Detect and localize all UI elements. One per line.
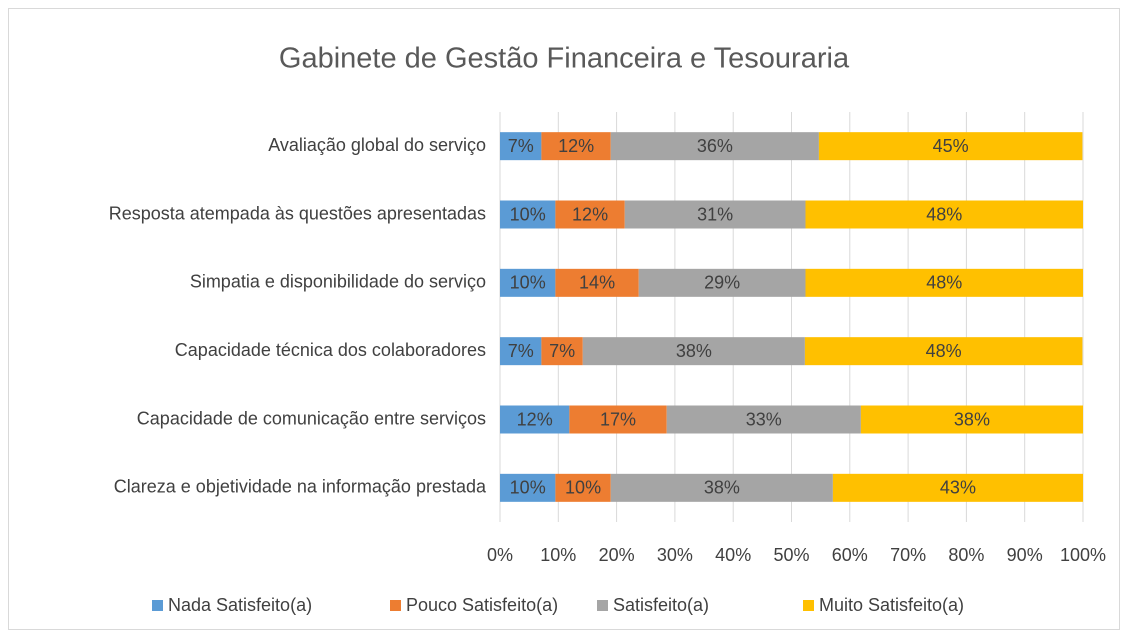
legend-label: Muito Satisfeito(a) (819, 595, 964, 615)
bar-segment (860, 405, 1083, 434)
bar-segment (500, 268, 556, 297)
bar-segment (541, 337, 583, 366)
bar-segment (818, 132, 1083, 161)
data-label: 48% (926, 204, 962, 224)
bar-segment (624, 200, 806, 229)
legend-swatch (803, 600, 814, 611)
y-tick-label: Capacidade de comunicação entre serviços (137, 408, 486, 428)
data-label: 10% (510, 478, 546, 498)
legend-label: Satisfeito(a) (613, 595, 709, 615)
legend-swatch (597, 600, 608, 611)
bar-segment (638, 268, 806, 297)
data-label: 7% (508, 136, 534, 156)
x-tick-label: 10% (540, 545, 576, 565)
data-label: 14% (579, 273, 615, 293)
x-tick-label: 40% (715, 545, 751, 565)
x-tick-label: 100% (1060, 545, 1106, 565)
legend-swatch (152, 600, 163, 611)
data-label: 12% (517, 409, 553, 429)
data-label: 48% (926, 341, 962, 361)
data-label: 29% (704, 273, 740, 293)
data-label: 17% (600, 409, 636, 429)
bar-segment (555, 200, 625, 229)
data-label: 7% (549, 341, 575, 361)
bar-segment (569, 405, 667, 434)
bar-segment (666, 405, 861, 434)
bar-segment (555, 473, 611, 502)
y-tick-label: Simpatia e disponibilidade do serviço (190, 272, 486, 292)
bar-segment (500, 200, 556, 229)
legend-label: Pouco Satisfeito(a) (406, 595, 558, 615)
chart-title: Gabinete de Gestão Financeira e Tesourar… (279, 43, 850, 75)
legend-swatch (390, 600, 401, 611)
bar-segment (582, 337, 805, 366)
data-label: 10% (510, 273, 546, 293)
data-label: 12% (572, 204, 608, 224)
y-tick-label: Clareza e objetividade na informação pre… (114, 477, 487, 497)
x-tick-label: 50% (773, 545, 809, 565)
legend-label: Nada Satisfeito(a) (168, 595, 312, 615)
x-tick-label: 20% (599, 545, 635, 565)
y-tick-label: Avaliação global do serviço (268, 135, 486, 155)
bar-segment (832, 473, 1083, 502)
data-label: 38% (676, 341, 712, 361)
bar-segment (500, 337, 542, 366)
x-tick-label: 80% (948, 545, 984, 565)
bar-segment (804, 337, 1083, 366)
data-label: 10% (510, 204, 546, 224)
data-label: 38% (954, 409, 990, 429)
bar-segment (555, 268, 639, 297)
x-tick-label: 0% (487, 545, 513, 565)
data-label: 38% (704, 478, 740, 498)
x-tick-label: 70% (890, 545, 926, 565)
data-label: 43% (940, 478, 976, 498)
data-label: 12% (558, 136, 594, 156)
data-label: 7% (508, 341, 534, 361)
bar-segment (541, 132, 611, 161)
data-label: 10% (565, 478, 601, 498)
bar-segment (500, 473, 556, 502)
bar-segment (500, 405, 570, 434)
data-label: 31% (697, 204, 733, 224)
y-tick-label: Resposta atempada às questões apresentad… (109, 203, 486, 223)
x-tick-label: 90% (1007, 545, 1043, 565)
bar-segment (805, 200, 1083, 229)
bar-segment (500, 132, 542, 161)
chart-frame (8, 8, 1120, 630)
data-label: 45% (933, 136, 969, 156)
data-label: 33% (746, 409, 782, 429)
bar-segment (610, 473, 833, 502)
data-label: 48% (926, 273, 962, 293)
x-tick-label: 60% (832, 545, 868, 565)
data-label: 36% (697, 136, 733, 156)
x-tick-label: 30% (657, 545, 693, 565)
y-tick-label: Capacidade técnica dos colaboradores (175, 340, 486, 360)
bar-segment (610, 132, 819, 161)
bar-segment (805, 268, 1083, 297)
